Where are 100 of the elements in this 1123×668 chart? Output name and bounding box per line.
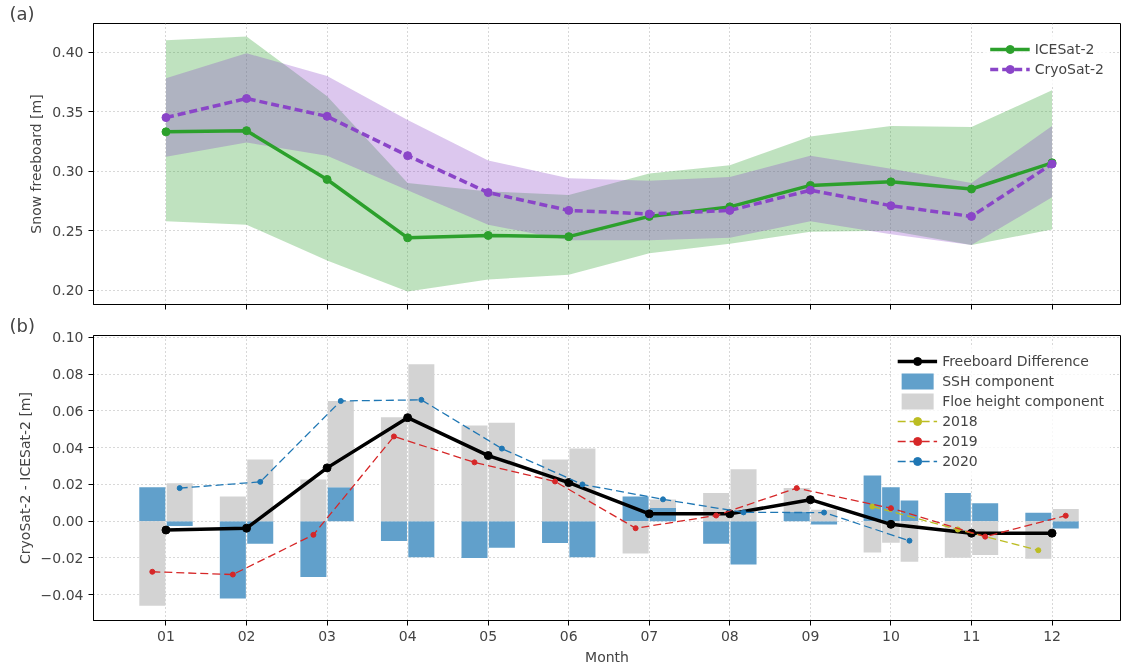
y-tick-label: 0.04 [52,439,84,456]
legend-label: Freeboard Difference [942,353,1089,369]
bar [139,487,166,522]
point [483,451,493,461]
point [322,111,332,121]
point [740,509,747,516]
point [886,519,896,529]
legend-label: 2020 [942,453,978,469]
point [161,113,171,123]
bar [327,487,354,522]
point [659,496,666,503]
point [498,445,505,452]
point [257,478,264,485]
y-tick-label: 0.08 [52,366,84,383]
bar [783,512,810,522]
point [793,485,800,492]
x-tick-label: 10 [882,627,900,644]
x-tick-label: 05 [479,627,498,644]
legend-label: 2018 [942,413,978,429]
x-tick-label: 03 [318,627,337,644]
x-tick-label: 07 [640,627,659,644]
legend-label: Floe height component [942,393,1104,409]
point [887,505,894,512]
point [579,481,586,488]
point [564,478,574,488]
x-tick-label: 12 [1043,627,1061,644]
y-axis-title: Snow freeboard [m] [28,94,45,234]
y-tick-label: 0.35 [52,103,84,120]
y-tick-label: 0.02 [52,476,84,493]
point [337,397,344,404]
y-tick-label: 0.06 [52,402,84,419]
point [552,478,559,485]
bar [622,521,649,554]
point [1047,528,1057,538]
point [966,184,976,194]
legend-label: 2019 [942,433,978,449]
x-tick-label: 09 [801,627,820,644]
point [483,230,493,240]
point [713,512,720,519]
point [403,151,413,161]
y-tick-label: 0.40 [52,44,84,61]
bar [327,400,354,488]
x-tick-label: 11 [962,627,981,644]
y-tick-label: 0.10 [52,329,84,346]
point [161,525,171,535]
point [149,568,156,575]
point [805,495,815,505]
legend-label: CryoSat-2 [1034,61,1104,77]
point [632,525,639,532]
point [403,413,413,423]
point [176,485,183,492]
point [982,533,989,540]
y-axis-title: CryoSat-2 - ICESat-2 [m] [16,392,33,564]
point [229,571,236,578]
point [242,94,252,103]
point [390,433,397,440]
point [310,531,317,538]
point [322,463,332,473]
bar [139,521,166,606]
bar [730,521,757,565]
text: (a) [9,2,35,24]
point [322,174,332,184]
point [242,523,252,533]
x-tick-label: 06 [559,627,578,644]
point [644,509,654,519]
x-tick-label: 08 [720,627,739,644]
y-tick-label: 0.25 [52,222,84,239]
bar [166,521,193,526]
x-tick-label: 02 [237,627,256,644]
x-axis-title: Month [585,648,629,665]
point [869,503,876,510]
y-tick-label: −0.02 [40,549,84,566]
y-tick-label: −0.04 [40,586,84,603]
text: (b) [9,314,35,336]
point [906,537,913,544]
point [886,177,896,187]
point [403,233,413,243]
bar [1025,512,1052,522]
point [564,205,574,215]
point [161,127,171,137]
x-tick-label: 04 [398,627,417,644]
point [966,211,976,221]
x-tick-label: 01 [157,627,175,644]
bar [1052,521,1079,529]
point [1035,547,1042,554]
point [805,185,815,195]
point [471,459,478,466]
y-tick-label: 0.20 [52,282,84,299]
legend-label: SSH component [942,373,1055,389]
legend-label: ICESat-2 [1034,41,1095,57]
bar [703,521,730,544]
bar [300,479,327,522]
bar [300,521,327,578]
point [242,126,252,136]
y-tick-label: 0.30 [52,163,84,180]
y-tick-label: 0.00 [52,513,84,530]
point [483,188,493,198]
point [418,396,425,403]
bar [166,483,193,522]
point [886,201,896,211]
